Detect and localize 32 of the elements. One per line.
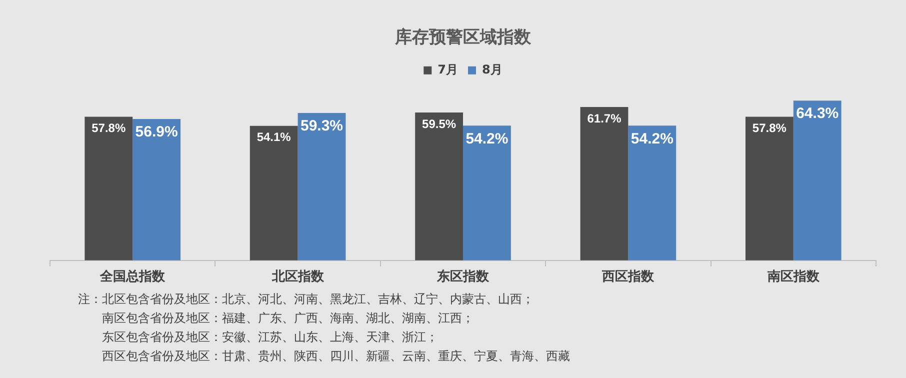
x-tick-label: 全国总指数	[99, 268, 166, 285]
bar	[628, 126, 676, 260]
data-label: 54.2%	[466, 130, 508, 148]
data-label: 59.3%	[300, 118, 344, 135]
data-label: 54.2%	[630, 130, 674, 148]
data-label: 61.7%	[587, 111, 622, 126]
data-label: 64.3%	[796, 105, 839, 122]
bar	[745, 116, 794, 260]
data-label: 57.8%	[752, 121, 787, 136]
x-tick-label: 北区指数	[270, 270, 325, 285]
data-label: 59.5%	[422, 116, 456, 131]
bar	[132, 118, 181, 260]
bar	[580, 107, 628, 260]
data-label: 56.9%	[135, 124, 178, 141]
bar	[84, 116, 133, 260]
data-label: 54.1%	[256, 130, 292, 144]
bar	[793, 100, 842, 260]
bar	[463, 126, 511, 260]
bar	[298, 112, 346, 260]
text: 注：北区包含省份及地区：北京、河北、河南、黑龙江、吉林、辽宁、内蒙古、山西；	[78, 291, 535, 308]
bar	[415, 112, 463, 260]
legend-label: 8月	[482, 62, 502, 77]
legend-label: 7月	[438, 62, 458, 77]
x-tick-label: 东区指数	[436, 268, 490, 285]
data-label: 57.8%	[92, 121, 126, 136]
text: 西区包含省份及地区：甘肃、贵州、陕西、四川、新疆、云南、重庆、宁夏、青海、西藏	[101, 348, 570, 365]
x-tick-label: 南区指数	[766, 270, 820, 285]
text: 南区包含省份及地区：福建、广东、广西、海南、湖北、湖南、江西；	[101, 310, 475, 327]
x-tick-label: 西区指数	[601, 270, 656, 285]
text: 东区包含省份及地区：安徽、江苏、山东、上海、天津、浙江；	[101, 329, 439, 346]
chart-title: 库存预警区域指数	[394, 28, 532, 48]
bar	[250, 126, 298, 260]
